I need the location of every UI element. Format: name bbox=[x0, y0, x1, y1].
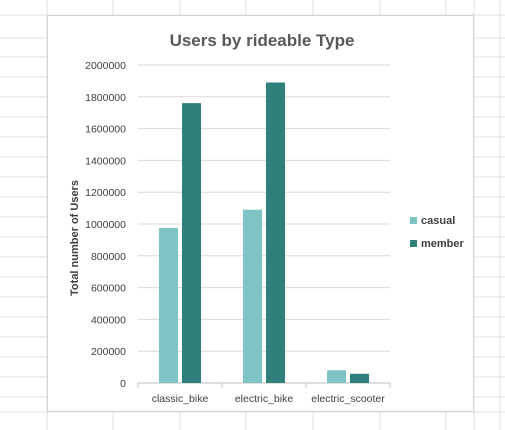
bar-casual-electric_bike[interactable] bbox=[243, 209, 262, 383]
y-tick-label: 1200000 bbox=[85, 187, 126, 199]
legend-label-member: member bbox=[421, 238, 465, 250]
legend-label-casual: casual bbox=[421, 215, 455, 227]
legend-swatch-casual bbox=[410, 217, 417, 224]
y-tick-label: 800000 bbox=[91, 251, 126, 263]
y-tick-label: 1000000 bbox=[85, 219, 126, 231]
chart-area[interactable]: Users by rideable Type Total number of U… bbox=[47, 15, 474, 412]
y-tick-label: 200000 bbox=[91, 346, 126, 358]
bar-member-electric_bike[interactable] bbox=[266, 82, 285, 384]
y-axis-title: Total number of Users bbox=[69, 180, 81, 296]
y-tick-label: 1600000 bbox=[85, 124, 126, 136]
x-tick-label: electric_scooter bbox=[311, 393, 385, 405]
y-tick-label: 1800000 bbox=[85, 92, 126, 104]
y-tick-label: 1400000 bbox=[85, 155, 126, 167]
y-tick-label: 2000000 bbox=[85, 60, 126, 72]
y-tick-label: 0 bbox=[120, 378, 126, 390]
bars bbox=[159, 82, 369, 384]
chart-title: Users by rideable Type bbox=[170, 31, 355, 50]
bar-casual-classic_bike[interactable] bbox=[159, 227, 178, 383]
x-axis-ticks: classic_bike electric_bike electric_scoote… bbox=[137, 383, 391, 405]
x-tick-label: classic_bike bbox=[152, 393, 209, 405]
x-tick-label: electric_bike bbox=[235, 393, 294, 405]
gridlines bbox=[138, 64, 390, 384]
bar-member-classic_bike[interactable] bbox=[182, 103, 201, 383]
chart-plot: Users by rideable Type Total number of U… bbox=[69, 31, 465, 405]
legend-swatch-member bbox=[410, 240, 417, 247]
y-axis-ticks: 0 200000 400000 600000 800000 1000000 1200000 1… bbox=[85, 60, 126, 390]
y-tick-label: 600000 bbox=[91, 283, 126, 295]
bar-member-electric_scooter[interactable] bbox=[350, 373, 369, 383]
bar-casual-electric_scooter[interactable] bbox=[327, 370, 346, 383]
y-tick-label: 400000 bbox=[91, 314, 126, 326]
legend[interactable]: casual member bbox=[410, 215, 465, 250]
